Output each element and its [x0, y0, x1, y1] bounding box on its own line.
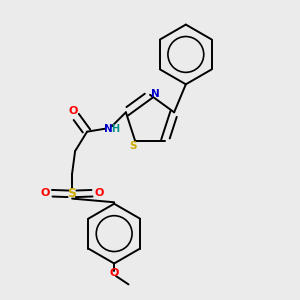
Text: H: H — [111, 124, 119, 134]
Text: O: O — [68, 106, 77, 116]
Text: O: O — [110, 268, 119, 278]
Text: O: O — [94, 188, 104, 198]
Text: N: N — [103, 124, 112, 134]
Text: N: N — [151, 89, 160, 99]
Text: S: S — [129, 141, 136, 151]
Text: S: S — [68, 187, 76, 200]
Text: O: O — [40, 188, 50, 198]
